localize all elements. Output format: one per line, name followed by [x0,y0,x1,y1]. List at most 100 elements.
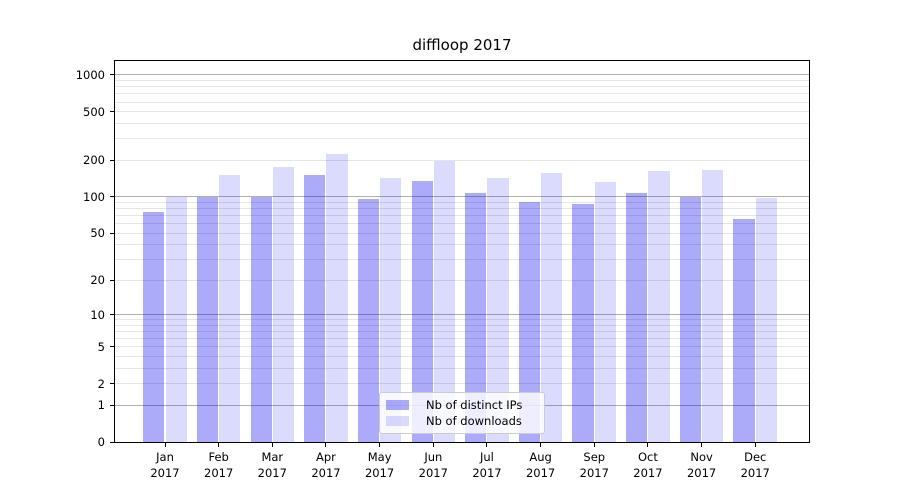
gridline-90 [115,201,809,203]
bar-downloads-jan [165,196,187,442]
legend-entry-downloads: Nb of downloads [386,413,538,428]
bar-distinct-ips-jul [465,192,487,442]
x-tick-label-jul: Jul 2017 [472,450,502,480]
x-tick-mar [271,443,273,447]
bar-downloads-jun [433,161,456,442]
y-tick-1000 [110,74,114,76]
gridline-7 [115,331,809,333]
legend-swatch-distinct-ips [386,400,409,410]
y-tick-label-5: 5 [97,339,105,354]
x-tick-label-jan: Jan 2017 [150,450,180,480]
legend-swatch-downloads [386,416,409,426]
gridline-100 [115,196,809,198]
legend-label-downloads: Nb of downloads [426,413,522,428]
gridline-200 [115,159,809,161]
bar-distinct-ips-jan [143,211,165,442]
bar-distinct-ips-may [357,198,380,442]
bar-distinct-ips-dec [733,219,755,442]
y-tick-label-20: 20 [90,273,105,288]
x-tick-jun [432,443,434,447]
x-tick-nov [701,443,703,447]
bar-distinct-ips-oct [626,192,648,442]
bar-downloads-may [380,178,402,442]
y-tick-label-0: 0 [97,435,105,449]
y-tick-50 [110,232,114,234]
y-tick-200 [110,159,114,161]
gridline-500 [115,111,809,113]
gridline-30 [115,259,809,261]
y-tick-label-500: 500 [83,104,105,119]
gridline-9 [115,319,809,321]
gridline-5 [115,346,809,348]
gridline-70 [115,215,809,217]
x-tick-label-sep: Sep 2017 [579,450,609,480]
bar-distinct-ips-nov [679,196,702,442]
plot-area [114,60,810,443]
x-tick-label-jun: Jun 2017 [418,450,448,480]
gridline-6 [115,338,809,340]
x-tick-feb [218,443,220,447]
bar-downloads-sep [594,182,617,442]
x-tick-jan [164,443,166,447]
legend-label-distinct-ips: Nb of distinct IPs [426,397,523,412]
bar-distinct-ips-jun [411,180,433,442]
gridline-700 [115,93,809,95]
y-tick-500 [110,111,114,113]
y-tick-0 [110,441,114,443]
y-tick-label-1: 1 [97,398,105,413]
y-tick-1 [110,404,114,406]
gridline-300 [115,138,809,140]
x-tick-label-mar: Mar 2017 [257,450,287,480]
y-tick-label-50: 50 [90,226,105,241]
gridline-10 [115,314,809,316]
x-tick-oct [647,443,649,447]
y-tick-5 [110,346,114,348]
bar-distinct-ips-aug [518,202,541,442]
bar-downloads-mar [272,166,295,442]
gridline-40 [115,244,809,246]
y-tick-100 [110,196,114,198]
y-tick-label-10: 10 [90,307,105,322]
bar-downloads-nov [702,170,724,442]
x-tick-label-oct: Oct 2017 [633,450,663,480]
chart-title: diffloop 2017 [412,36,512,54]
legend-entry-distinct-ips: Nb of distinct IPs [386,397,538,412]
y-tick-label-2: 2 [97,376,105,391]
x-tick-dec [754,443,756,447]
x-tick-label-dec: Dec 2017 [740,450,770,480]
gridline-2 [115,383,809,385]
x-tick-label-may: May 2017 [364,450,395,480]
x-tick-label-nov: Nov 2017 [686,450,717,480]
gridline-50 [115,232,809,234]
gridline-60 [115,223,809,225]
y-tick-20 [110,279,114,281]
y-tick-label-1000: 1000 [75,67,105,82]
gridline-80 [115,208,809,210]
x-tick-aug [540,443,542,447]
gridline-3 [115,367,809,369]
x-tick-sep [593,443,595,447]
legend: Nb of distinct IPs Nb of downloads [379,392,545,434]
x-tick-label-feb: Feb 2017 [204,450,234,480]
gridline-20 [115,279,809,281]
y-tick-label-100: 100 [83,189,105,204]
gridline-800 [115,86,809,88]
gridline-4 [115,355,809,357]
bar-downloads-jul [487,177,509,442]
bar-distinct-ips-feb [196,196,219,442]
x-tick-label-aug: Aug 2017 [525,450,556,480]
bar-distinct-ips-sep [572,203,594,442]
gridline-400 [115,123,809,125]
y-tick-2 [110,383,114,385]
gridline-600 [115,101,809,103]
y-tick-label-200: 200 [83,153,105,168]
gridline-1000 [115,74,809,76]
x-tick-may [379,443,381,447]
bar-downloads-aug [541,172,563,442]
bar-downloads-dec [755,198,778,442]
bar-downloads-apr [326,154,348,442]
x-tick-jul [486,443,488,447]
x-tick-apr [325,443,327,447]
gridline-8 [115,324,809,326]
